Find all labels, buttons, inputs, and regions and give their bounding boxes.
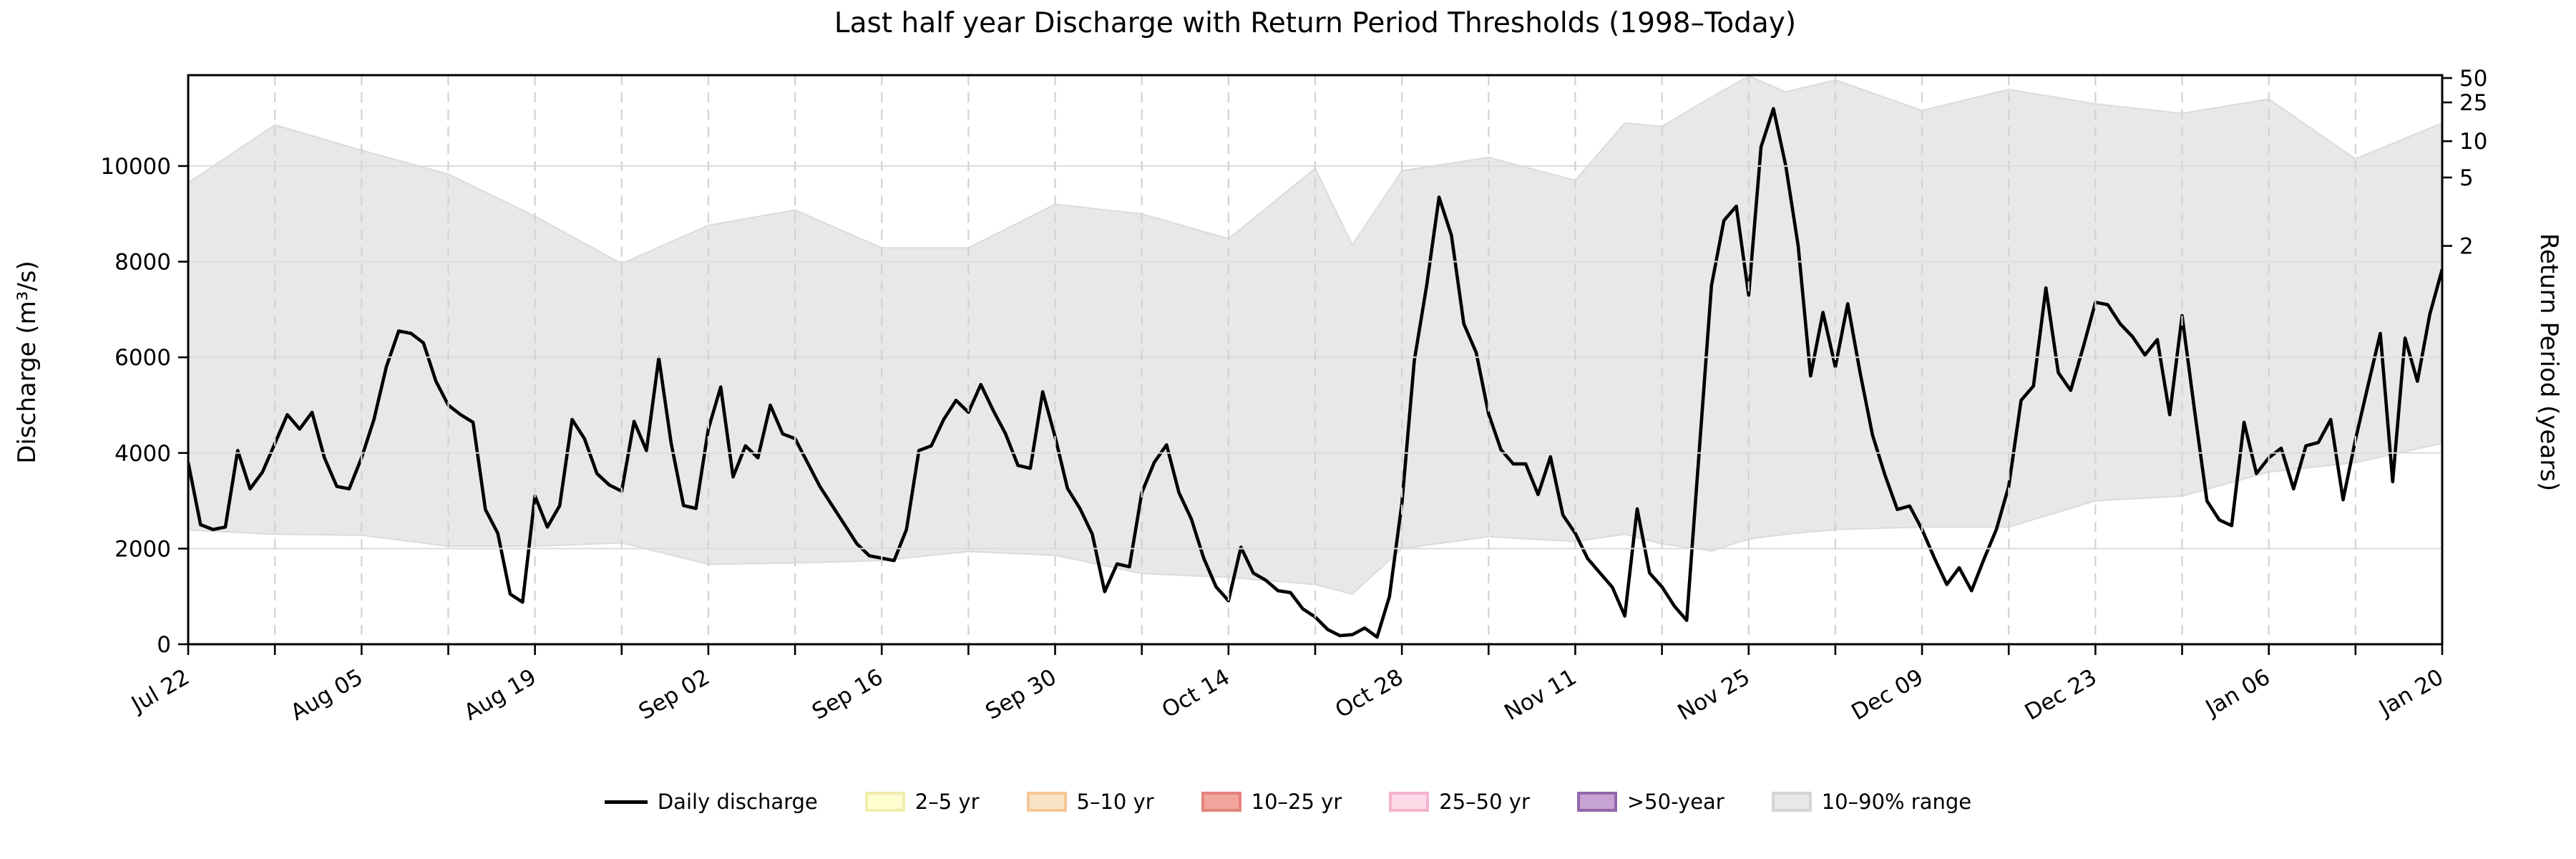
legend-item: >50-year <box>1576 790 1724 814</box>
y-tick-label: 8000 <box>114 250 171 276</box>
return-period-tick-label: 50 <box>2459 66 2487 92</box>
x-tick-label: Oct 28 <box>1331 664 1407 724</box>
y-tick-label: 6000 <box>114 345 171 371</box>
x-tick-label: Nov 25 <box>1674 664 1755 726</box>
y-tick-label: 10000 <box>100 154 171 180</box>
legend-color-swatch <box>864 792 905 812</box>
legend-label: Daily discharge <box>657 790 818 814</box>
return-period-tick-label: 25 <box>2459 90 2487 116</box>
return-period-tick-label: 2 <box>2459 234 2474 260</box>
x-tick-label: Jan 20 <box>2373 664 2448 722</box>
legend-item: 25–50 yr <box>1389 790 1530 814</box>
legend-label: 2–5 yr <box>914 790 980 814</box>
x-tick-label: Dec 23 <box>2021 664 2102 726</box>
x-tick-label: Aug 19 <box>459 664 540 726</box>
legend-item: 5–10 yr <box>1026 790 1154 814</box>
chart-title: Last half year Discharge with Return Per… <box>834 7 1797 39</box>
x-tick-label: Sep 30 <box>981 664 1060 725</box>
gridlines <box>188 75 2442 644</box>
legend-color-swatch <box>1576 792 1617 812</box>
x-tick-label: Jan 06 <box>2200 664 2275 722</box>
x-tick-label: Dec 09 <box>1847 664 1928 726</box>
legend-item: Daily discharge <box>604 790 818 814</box>
legend-color-swatch <box>1771 792 1812 812</box>
x-tick-label: Sep 02 <box>635 664 714 725</box>
x-tick-label: Nov 11 <box>1500 664 1581 726</box>
legend-item: 10–90% range <box>1771 790 1972 814</box>
legend-label: 25–50 yr <box>1439 790 1530 814</box>
x-tick-label: Oct 14 <box>1158 664 1234 724</box>
legend-label: >50-year <box>1626 790 1724 814</box>
y-tick-label: 2000 <box>114 536 171 562</box>
legend-line-swatch <box>604 800 648 804</box>
return-period-tick-label: 10 <box>2459 129 2487 155</box>
y-axis-label-left: Discharge (m³/s) <box>13 261 42 464</box>
x-tick-label: Aug 05 <box>286 664 367 726</box>
legend: Daily discharge 2–5 yr 5–10 yr 10–25 yr 25–5… <box>0 790 2576 814</box>
legend-color-swatch <box>1026 792 1067 812</box>
x-tick-label: Sep 16 <box>808 664 887 725</box>
y-tick-label: 0 <box>157 632 171 658</box>
legend-color-swatch <box>1389 792 1430 812</box>
legend-item: 10–25 yr <box>1201 790 1342 814</box>
y-tick-label: 4000 <box>114 441 171 467</box>
x-tick-label: Jul 22 <box>126 664 194 719</box>
legend-label: 10–25 yr <box>1251 790 1342 814</box>
legend-item: 2–5 yr <box>864 790 980 814</box>
legend-label: 5–10 yr <box>1076 790 1154 814</box>
legend-label: 10–90% range <box>1821 790 1972 814</box>
return-period-tick-label: 5 <box>2459 165 2474 191</box>
y-axis-label-right: Return Period (years) <box>2534 233 2563 492</box>
legend-color-swatch <box>1201 792 1241 812</box>
